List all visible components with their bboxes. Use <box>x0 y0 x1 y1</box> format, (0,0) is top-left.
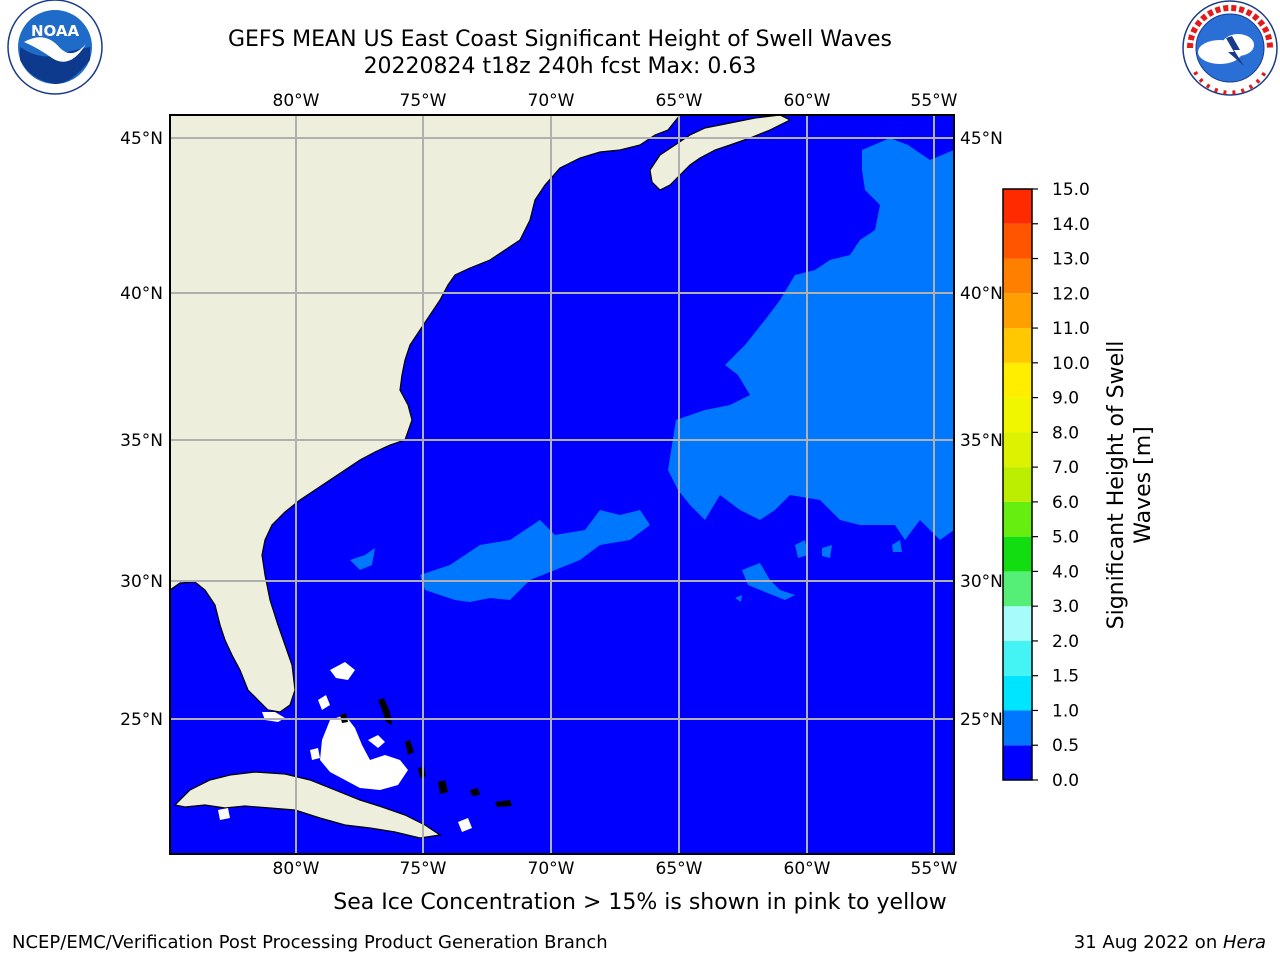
colorbar-band <box>1003 293 1032 329</box>
colorbar-tick-label: 9.0 <box>1052 389 1079 409</box>
colorbar <box>1003 189 1032 780</box>
lon-label-80w-bottom: 80°W <box>273 859 320 879</box>
colorbar-tick-label: 3.0 <box>1052 597 1079 617</box>
colorbar-tick-label: 2.0 <box>1052 632 1079 652</box>
footer-date-text: 31 Aug 2022 on <box>1073 932 1223 953</box>
colorbar-band <box>1003 223 1032 259</box>
lat-label-30n-right: 30°N <box>960 572 1003 592</box>
lat-labels-left: 45°N 40°N 35°N 30°N 25°N <box>120 129 163 730</box>
noaa-logo-text: NOAA <box>31 22 80 40</box>
colorbar-label-line2: Waves [m] <box>1131 426 1156 543</box>
lat-label-40n-left: 40°N <box>120 284 163 304</box>
lon-label-60w-bottom: 60°W <box>784 859 831 879</box>
colorbar-band <box>1003 328 1032 363</box>
lon-labels-top: 80°W 75°W 70°W 65°W 60°W 55°W <box>273 91 958 111</box>
colorbar-tick-label: 6.0 <box>1052 493 1079 513</box>
colorbar-tick-label: 1.5 <box>1052 667 1079 687</box>
colorbar-band <box>1003 467 1032 502</box>
colorbar-band <box>1003 571 1032 607</box>
colorbar-band <box>1003 397 1032 433</box>
colorbar-tick-label: 1.0 <box>1052 701 1079 721</box>
colorbar-tick-label: 15.0 <box>1052 180 1090 200</box>
land-north-america <box>170 115 681 713</box>
colorbar-band <box>1003 640 1032 676</box>
lon-label-65w-top: 65°W <box>656 91 703 111</box>
lon-label-75w-top: 75°W <box>400 91 447 111</box>
sea-ice-note: Sea Ice Concentration > 15% is shown in … <box>333 890 947 915</box>
lat-lon-grid <box>170 115 954 854</box>
lat-label-25n-right: 25°N <box>960 710 1003 730</box>
colorbar-tick-label: 11.0 <box>1052 319 1090 339</box>
colorbar-band <box>1003 189 1032 224</box>
lon-label-80w-top: 80°W <box>273 91 320 111</box>
colorbar-tick-label: 5.0 <box>1052 528 1079 548</box>
colorbar-tick-label: 0.5 <box>1052 736 1079 756</box>
colorbar-tick-label: 4.0 <box>1052 562 1079 582</box>
lat-label-40n-right: 40°N <box>960 284 1003 304</box>
lon-label-60w-top: 60°W <box>784 91 831 111</box>
chart-title: GEFS MEAN US East Coast Significant Heig… <box>227 27 893 52</box>
colorbar-band <box>1003 710 1032 746</box>
colorbar-ticks: 15.0 14.0 13.0 12.0 11.0 10.0 9.0 8.0 7.0 6.0 5.0 4… <box>1032 180 1090 791</box>
footer-date: 31 Aug 2022 on Hera <box>1074 932 1266 953</box>
colorbar-tick-label: 13.0 <box>1052 250 1090 270</box>
colorbar-tick-label: 8.0 <box>1052 423 1079 443</box>
colorbar-tick-label: 7.0 <box>1052 458 1079 478</box>
colorbar-band <box>1003 362 1032 398</box>
lat-label-35n-left: 35°N <box>120 431 163 451</box>
lon-label-70w-bottom: 70°W <box>528 859 575 879</box>
footer-machine: Hera <box>1222 932 1266 953</box>
colorbar-band <box>1003 745 1032 780</box>
land-nova-scotia <box>649 115 792 191</box>
lon-label-65w-bottom: 65°W <box>656 859 703 879</box>
lon-labels-bottom: 80°W 75°W 70°W 65°W 60°W 55°W <box>273 859 958 879</box>
colorbar-band <box>1003 675 1032 711</box>
map-frame <box>169 114 955 855</box>
lon-label-55w-bottom: 55°W <box>911 859 958 879</box>
lon-label-75w-bottom: 75°W <box>400 859 447 879</box>
land-cuba <box>173 771 442 839</box>
chart-subtitle: 20220824 t18z 240h fcst Max: 0.63 <box>363 54 757 79</box>
colorbar-band <box>1003 536 1032 572</box>
nws-logo <box>1182 0 1278 96</box>
colorbar-frame <box>1002 188 1033 781</box>
lat-label-45n-left: 45°N <box>120 129 163 149</box>
no-data-region <box>218 662 472 832</box>
lat-label-25n-left: 25°N <box>120 710 163 730</box>
lat-label-35n-right: 35°N <box>960 431 1003 451</box>
colorbar-tick-label: 0.0 <box>1052 771 1079 791</box>
colorbar-band <box>1003 432 1032 468</box>
colorbar-tick-label: 10.0 <box>1052 354 1090 374</box>
lat-label-30n-left: 30°N <box>120 572 163 592</box>
map-area <box>170 115 954 854</box>
lat-label-45n-right: 45°N <box>960 129 1003 149</box>
noaa-logo: NOAA <box>7 0 103 95</box>
footer-credit: NCEP/EMC/Verification Post Processing Pr… <box>12 932 608 953</box>
colorbar-band <box>1003 606 1032 641</box>
lon-label-55w-top: 55°W <box>911 91 958 111</box>
colorbar-label-line1: Significant Height of Swell <box>1104 341 1129 630</box>
colorbar-tick-label: 12.0 <box>1052 284 1090 304</box>
colorbar-tick-label: 14.0 <box>1052 215 1090 235</box>
colorbar-band <box>1003 258 1032 294</box>
colorbar-band <box>1003 501 1032 537</box>
lat-labels-right: 45°N 40°N 35°N 30°N 25°N <box>960 129 1003 730</box>
lon-label-70w-top: 70°W <box>528 91 575 111</box>
